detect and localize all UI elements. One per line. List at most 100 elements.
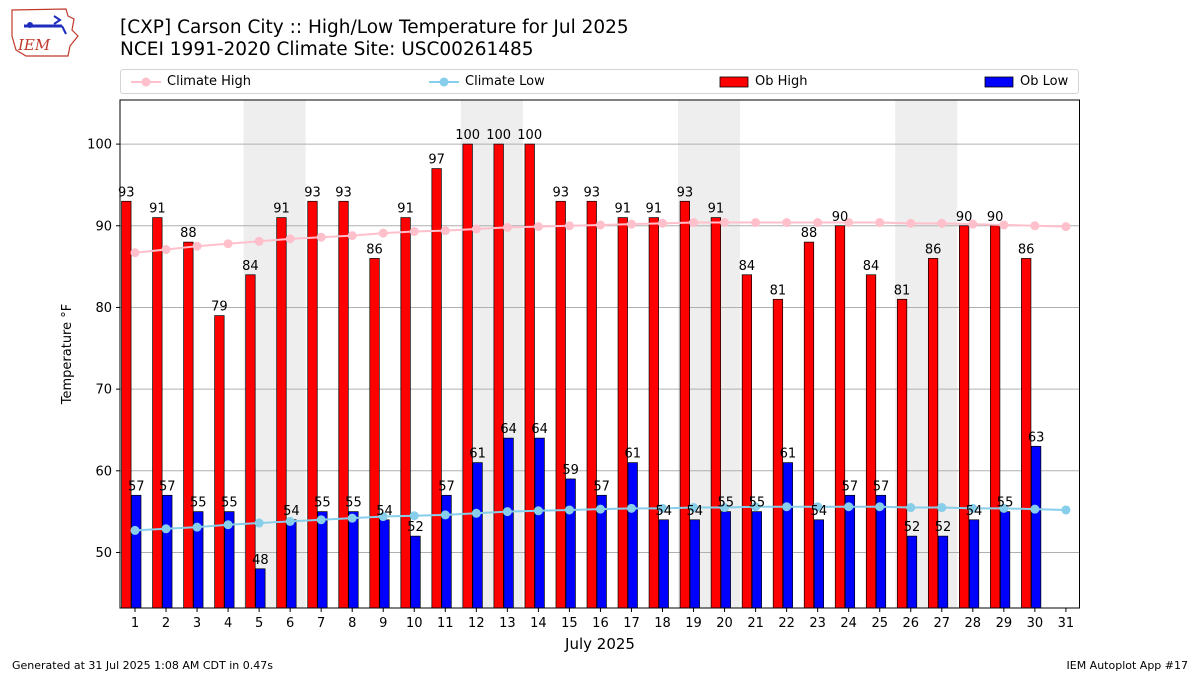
climate-high-point <box>720 218 730 228</box>
climate-low-point <box>968 503 978 513</box>
climate-low-point <box>937 503 947 513</box>
climate-high-point <box>192 241 202 251</box>
ob-high-bar <box>400 217 411 609</box>
ob-high-value-label: 100 <box>517 128 542 143</box>
ob-low-value-label: 55 <box>345 496 362 511</box>
climate-high-line-icon <box>131 77 161 86</box>
ob-high-value-label: 91 <box>646 202 663 217</box>
ob-high-value-label: 93 <box>583 185 600 200</box>
x-tick-label: 14 <box>530 616 547 631</box>
ob-low-value-label: 57 <box>842 479 859 494</box>
ob-low-bar <box>782 462 793 609</box>
x-tick-label: 30 <box>1027 616 1044 631</box>
climate-low-point <box>316 515 326 525</box>
ob-high-value-label: 93 <box>335 185 352 200</box>
ob-low-value-label: 61 <box>624 447 641 462</box>
x-tick-label: 21 <box>747 616 764 631</box>
climate-high-point <box>875 218 885 228</box>
x-tick-label: 9 <box>379 616 387 631</box>
ob-high-bar <box>803 241 815 609</box>
y-tick-label: 70 <box>95 383 112 398</box>
climate-low-point <box>844 502 854 512</box>
climate-low-point <box>689 503 699 513</box>
ob-high-bar <box>276 217 287 609</box>
ob-low-bar <box>658 519 669 609</box>
climate-low-point <box>720 503 730 513</box>
ob-high-bar <box>524 143 535 609</box>
ob-high-bar <box>896 298 908 609</box>
x-tick-label: 31 <box>1058 616 1075 631</box>
ob-low-bar <box>999 511 1011 609</box>
climate-high-point <box>937 218 947 228</box>
ob-low-value-label: 63 <box>1028 430 1045 445</box>
climate-high-point <box>316 232 326 242</box>
climate-high-point <box>626 219 636 229</box>
iem-logo: IEM <box>11 8 79 57</box>
climate-high-point <box>813 218 823 228</box>
ob-high-value-label: 100 <box>455 128 480 143</box>
ob-high-value-label: 91 <box>397 202 414 217</box>
plot-frame <box>119 99 1080 609</box>
ob-low-value-label: 57 <box>873 479 890 494</box>
ob-high-value-label: 90 <box>832 210 849 225</box>
ob-low-bar <box>472 462 483 609</box>
y-tick-label: 90 <box>95 219 112 234</box>
y-tick-label: 100 <box>87 138 112 153</box>
climate-low-point <box>254 518 264 528</box>
ob-low-bar <box>751 511 762 609</box>
ob-low-bar <box>937 535 949 609</box>
climate-high-point <box>347 231 357 241</box>
ob-high-bar <box>617 217 628 609</box>
bar-value-labels: 93 91 88 79 84 91 93 93 86 91 97 100 100 100 93 93 91 91 9… <box>118 128 1044 568</box>
x-tick-label: 18 <box>654 616 671 631</box>
ob-high-value-label: 84 <box>739 259 756 274</box>
x-tick-label: 27 <box>934 616 951 631</box>
climate-high-point <box>968 219 978 229</box>
ob-high-bar <box>679 200 690 609</box>
x-tick-label: 23 <box>809 616 826 631</box>
ob-high-value-label: 91 <box>708 202 725 217</box>
ob-high-value-label: 84 <box>242 259 259 274</box>
ob-high-bar <box>307 200 318 609</box>
climate-low-point <box>533 506 543 516</box>
chart-title: [CXP] Carson City :: High/Low Temperatur… <box>120 17 629 38</box>
climate-low-point <box>595 504 605 514</box>
ob-high-bar <box>959 225 970 609</box>
climate-high-point <box>440 226 450 236</box>
ob-low-value-label: 52 <box>407 520 424 535</box>
x-tick-label: 7 <box>317 616 325 631</box>
x-tick-label: 25 <box>871 616 888 631</box>
x-tick-label: 13 <box>499 616 516 631</box>
x-tick-label: 12 <box>468 616 485 631</box>
ob-low-bar <box>844 494 856 609</box>
climate-high-point <box>533 222 543 232</box>
ob-low-bar <box>906 535 918 609</box>
climate-high-point <box>285 234 295 244</box>
climate-high-point <box>1030 221 1040 231</box>
climate-low-point <box>658 503 668 513</box>
climate-high-point <box>223 239 233 249</box>
y-tick-label: 50 <box>95 546 112 561</box>
climate-low-point <box>440 510 450 520</box>
ob-low-bar <box>627 462 638 609</box>
ob-low-value-label: 52 <box>904 520 921 535</box>
ob-low-value-label: 57 <box>593 479 610 494</box>
ob-high-bar <box>834 225 846 609</box>
x-tick-label: 17 <box>623 616 640 631</box>
ob-high-value-label: 91 <box>273 202 290 217</box>
legend-label-climate-low: Climate Low <box>465 74 545 89</box>
climate-low-point <box>626 503 636 513</box>
ob-high-value-label: 93 <box>552 185 569 200</box>
ob-low-value-label: 55 <box>718 496 735 511</box>
x-tick-label: 15 <box>561 616 578 631</box>
climate-low-point <box>502 507 512 517</box>
climate-low-point <box>751 502 761 512</box>
ob-low-bar <box>1031 445 1042 609</box>
climate-lines <box>130 218 1071 535</box>
climate-high-point <box>502 222 512 232</box>
logo-state-outline <box>11 8 79 57</box>
ob-high-bar <box>214 315 225 609</box>
climate-high-point <box>130 248 140 258</box>
ob-high-bar <box>927 258 939 609</box>
ob-high-bar <box>431 168 442 609</box>
